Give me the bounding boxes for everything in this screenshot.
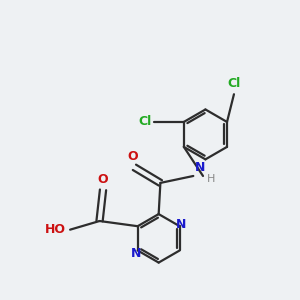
Text: H: H <box>206 174 215 184</box>
Text: O: O <box>98 173 108 186</box>
Text: Cl: Cl <box>227 77 241 90</box>
Text: HO: HO <box>45 223 66 236</box>
Text: N: N <box>131 247 141 260</box>
Text: N: N <box>176 218 187 231</box>
Text: Cl: Cl <box>138 116 152 128</box>
Text: O: O <box>128 150 138 163</box>
Text: N: N <box>195 161 206 174</box>
